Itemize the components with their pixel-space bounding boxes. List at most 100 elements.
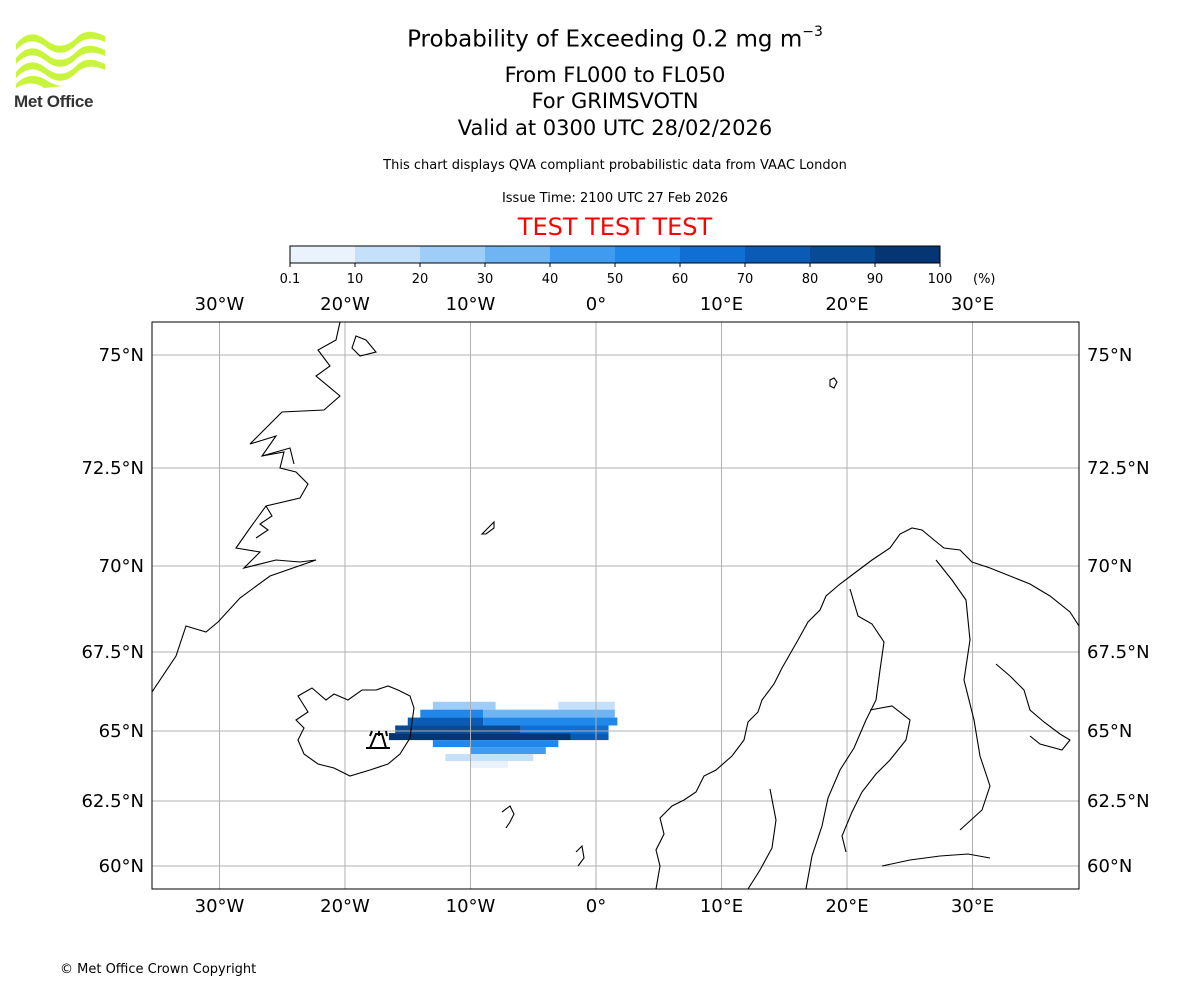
logo-text: Met Office xyxy=(14,92,94,111)
colorbar-tick-label: 40 xyxy=(542,272,559,287)
finland-south-coast xyxy=(881,853,991,867)
flight-levels: From FL000 to FL050 xyxy=(504,63,726,87)
ash-plume xyxy=(388,701,618,769)
longitude-label: 0° xyxy=(586,896,606,917)
greenland-fjord-1 xyxy=(261,447,295,465)
plume-cell xyxy=(432,701,496,710)
colorbar-segment xyxy=(550,246,616,263)
greenland-coastline xyxy=(152,322,341,693)
plume-cell xyxy=(432,740,559,748)
greenland-inlet xyxy=(351,335,377,357)
plume-cell xyxy=(445,754,534,762)
latitude-label: 67.5°N xyxy=(81,642,144,663)
colorbar-segment xyxy=(485,246,551,263)
copyright-notice: © Met Office Crown Copyright xyxy=(60,962,257,977)
colorbar xyxy=(289,245,941,264)
latitude-label: 75°N xyxy=(1087,345,1132,366)
plume-cell xyxy=(420,709,484,718)
longitude-label: 10°W xyxy=(446,896,496,917)
norway-coastline xyxy=(655,527,1079,889)
longitude-labels-bottom: 30°W 20°W 10°W 0° 10°E 20°E 30°E xyxy=(195,896,994,917)
latitude-label: 62.5°N xyxy=(81,791,144,812)
map-gridlines xyxy=(152,322,1079,889)
colorbar-tick-label: 50 xyxy=(607,272,624,287)
latitude-label: 72.5°N xyxy=(81,458,144,479)
plume-cell xyxy=(570,733,609,741)
colorbar-segment xyxy=(745,246,811,263)
chart-description: This chart displays QVA compliant probab… xyxy=(383,158,847,173)
colorbar-tick-label: 0.1 xyxy=(280,272,301,287)
longitude-label: 0° xyxy=(586,294,606,315)
longitude-label: 10°W xyxy=(446,294,496,315)
longitude-label: 20°E xyxy=(825,294,868,315)
sweden-finland-border xyxy=(935,559,991,831)
colorbar-tick-label: 20 xyxy=(412,272,429,287)
longitude-label: 30°E xyxy=(951,294,994,315)
latitude-label: 72.5°N xyxy=(1087,458,1150,479)
latitude-label: 62.5°N xyxy=(1087,791,1150,812)
volcano-icon xyxy=(366,730,390,749)
plume-cell xyxy=(483,709,615,718)
longitude-label: 20°W xyxy=(320,294,370,315)
norway-sweden-border xyxy=(805,588,885,889)
latitude-label: 65°N xyxy=(1087,721,1132,742)
longitude-label: 10°E xyxy=(700,896,743,917)
plume-cell xyxy=(470,761,509,769)
longitude-label: 30°W xyxy=(195,294,245,315)
plume-cell xyxy=(558,701,615,710)
valid-time: Valid at 0300 UTC 28/02/2026 xyxy=(457,116,773,140)
colorbar-segment xyxy=(875,246,941,263)
colorbar-segment xyxy=(680,246,746,263)
colorbar-segment xyxy=(615,246,681,263)
gulf-of-bothnia xyxy=(841,705,911,853)
latitude-label: 70°N xyxy=(99,556,144,577)
plume-cell xyxy=(388,733,571,741)
latitude-labels-right: 75°N 72.5°N 70°N 67.5°N 65°N 62.5°N 60°N xyxy=(1087,345,1150,877)
test-banner: TEST TEST TEST xyxy=(517,213,713,241)
map-frame xyxy=(151,321,1080,890)
colorbar-segment xyxy=(420,246,486,263)
longitude-label: 20°E xyxy=(825,896,868,917)
colorbar-unit: (%) xyxy=(973,272,996,287)
chart-title: Probability of Exceeding 0.2 mg m−3 xyxy=(407,24,823,53)
latitude-label: 75°N xyxy=(99,345,144,366)
greenland-fjord-2 xyxy=(255,505,273,539)
latitude-label: 67.5°N xyxy=(1087,642,1150,663)
colorbar-tick-label: 30 xyxy=(477,272,494,287)
longitude-label: 10°E xyxy=(700,294,743,315)
colorbar-tick-label: 100 xyxy=(928,272,953,287)
plume-cell xyxy=(470,747,546,755)
colorbar-segment xyxy=(810,246,876,263)
bear-island xyxy=(829,377,838,389)
met-office-wave-logo-icon xyxy=(16,31,105,88)
sweden-south xyxy=(747,788,777,889)
longitude-label: 20°W xyxy=(320,896,370,917)
faroe-islands xyxy=(501,805,515,829)
longitude-label: 30°W xyxy=(195,896,245,917)
volcano-name: For GRIMSVOTN xyxy=(531,89,699,113)
colorbar-tick-label: 90 xyxy=(867,272,884,287)
met-office-logo: Met Office xyxy=(14,30,114,115)
latitude-label: 65°N xyxy=(99,721,144,742)
iceland-coastline xyxy=(295,685,415,777)
colorbar-segment xyxy=(355,246,421,263)
kola-white-sea xyxy=(995,663,1071,751)
plume-cell xyxy=(483,717,618,726)
plume-cell xyxy=(407,717,484,726)
colorbar-ticks: 0.1 10 20 30 40 50 60 70 80 90 100 xyxy=(280,263,953,287)
plume-cell xyxy=(520,725,609,734)
longitude-label: 30°E xyxy=(951,896,994,917)
plume-cell xyxy=(395,725,521,734)
latitude-label: 60°N xyxy=(99,856,144,877)
latitude-labels-left: 75°N 72.5°N 70°N 67.5°N 65°N 62.5°N 60°N xyxy=(81,345,144,877)
issue-time: Issue Time: 2100 UTC 27 Feb 2026 xyxy=(501,191,729,206)
shetland-islands xyxy=(575,844,585,867)
jan-mayen-island xyxy=(480,520,495,535)
colorbar-tick-label: 70 xyxy=(737,272,754,287)
colorbar-segment xyxy=(290,246,356,263)
longitude-labels-top: 30°W 20°W 10°W 0° 10°E 20°E 30°E xyxy=(195,294,994,315)
colorbar-tick-label: 60 xyxy=(672,272,689,287)
colorbar-tick-label: 10 xyxy=(347,272,364,287)
latitude-label: 70°N xyxy=(1087,556,1132,577)
